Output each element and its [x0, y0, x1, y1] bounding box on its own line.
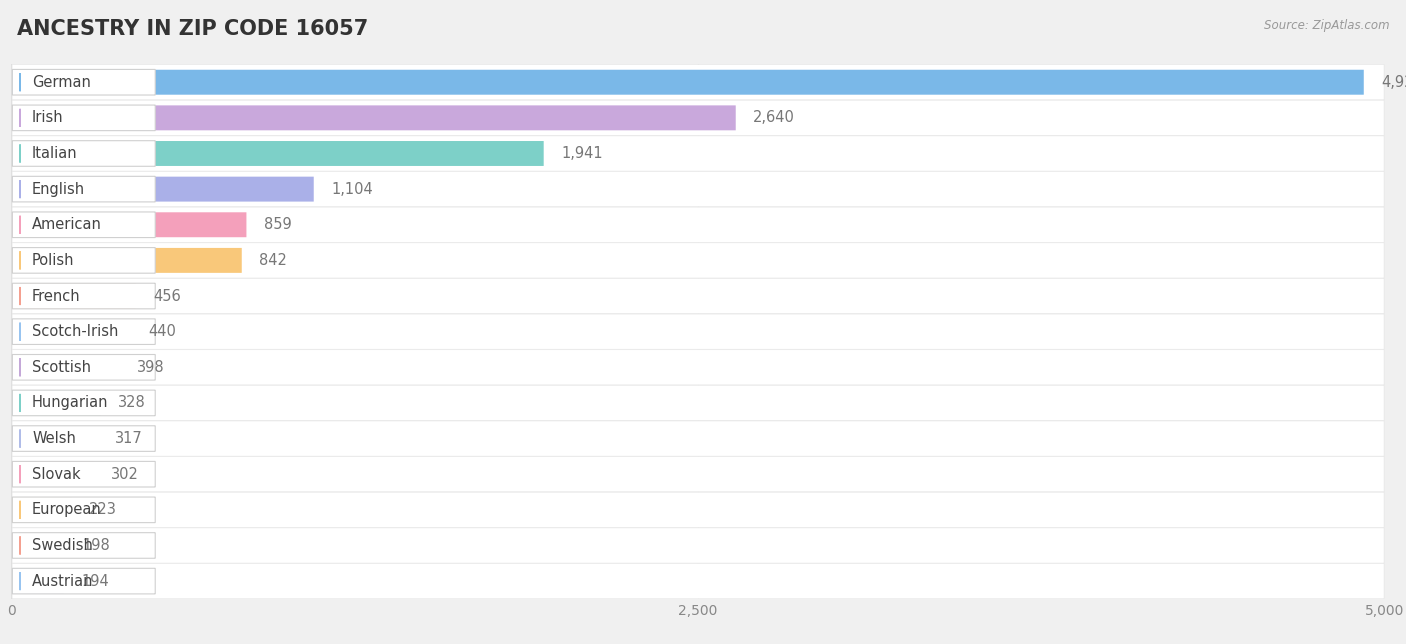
FancyBboxPatch shape — [13, 278, 1384, 314]
FancyBboxPatch shape — [13, 140, 155, 166]
FancyBboxPatch shape — [13, 70, 155, 95]
FancyBboxPatch shape — [13, 176, 314, 202]
FancyBboxPatch shape — [13, 385, 1384, 421]
FancyBboxPatch shape — [13, 319, 155, 345]
Text: 302: 302 — [111, 467, 139, 482]
Text: Irish: Irish — [32, 110, 63, 126]
Text: 398: 398 — [136, 360, 165, 375]
Text: 440: 440 — [149, 324, 177, 339]
FancyBboxPatch shape — [13, 354, 155, 380]
Text: European: European — [32, 502, 101, 517]
Text: 317: 317 — [115, 431, 142, 446]
FancyBboxPatch shape — [13, 457, 1384, 492]
Text: 842: 842 — [259, 253, 287, 268]
FancyBboxPatch shape — [13, 492, 1384, 527]
Text: English: English — [32, 182, 86, 196]
Text: Scottish: Scottish — [32, 360, 91, 375]
FancyBboxPatch shape — [13, 390, 155, 416]
FancyBboxPatch shape — [13, 390, 101, 415]
FancyBboxPatch shape — [13, 64, 1384, 100]
Text: Italian: Italian — [32, 146, 77, 161]
FancyBboxPatch shape — [13, 247, 155, 273]
FancyBboxPatch shape — [13, 70, 1364, 95]
FancyBboxPatch shape — [13, 212, 155, 238]
FancyBboxPatch shape — [13, 106, 735, 130]
FancyBboxPatch shape — [13, 497, 155, 523]
Text: 1,104: 1,104 — [330, 182, 373, 196]
Text: 859: 859 — [264, 217, 291, 232]
FancyBboxPatch shape — [13, 564, 1384, 599]
FancyBboxPatch shape — [13, 497, 72, 522]
FancyBboxPatch shape — [13, 105, 155, 131]
FancyBboxPatch shape — [13, 100, 1384, 135]
FancyBboxPatch shape — [13, 136, 1384, 171]
FancyBboxPatch shape — [13, 426, 97, 451]
FancyBboxPatch shape — [13, 528, 1384, 563]
FancyBboxPatch shape — [13, 461, 155, 487]
FancyBboxPatch shape — [13, 243, 1384, 278]
Text: American: American — [32, 217, 101, 232]
Text: Scotch-Irish: Scotch-Irish — [32, 324, 118, 339]
FancyBboxPatch shape — [13, 355, 120, 380]
FancyBboxPatch shape — [13, 171, 1384, 207]
FancyBboxPatch shape — [13, 207, 1384, 242]
Text: 456: 456 — [153, 289, 181, 303]
FancyBboxPatch shape — [13, 319, 131, 344]
FancyBboxPatch shape — [13, 283, 136, 308]
Text: Polish: Polish — [32, 253, 75, 268]
FancyBboxPatch shape — [13, 283, 155, 309]
FancyBboxPatch shape — [13, 421, 1384, 456]
FancyBboxPatch shape — [13, 314, 1384, 349]
Text: French: French — [32, 289, 80, 303]
Text: ANCESTRY IN ZIP CODE 16057: ANCESTRY IN ZIP CODE 16057 — [17, 19, 368, 39]
FancyBboxPatch shape — [13, 350, 1384, 385]
Text: 328: 328 — [118, 395, 146, 410]
FancyBboxPatch shape — [13, 248, 242, 273]
FancyBboxPatch shape — [13, 568, 155, 594]
FancyBboxPatch shape — [13, 141, 544, 166]
Text: 1,941: 1,941 — [561, 146, 603, 161]
Text: Slovak: Slovak — [32, 467, 80, 482]
Text: Swedish: Swedish — [32, 538, 93, 553]
FancyBboxPatch shape — [13, 533, 65, 558]
FancyBboxPatch shape — [13, 569, 63, 594]
Text: 4,926: 4,926 — [1381, 75, 1406, 90]
Text: Source: ZipAtlas.com: Source: ZipAtlas.com — [1264, 19, 1389, 32]
FancyBboxPatch shape — [13, 426, 155, 451]
Text: Austrian: Austrian — [32, 574, 94, 589]
FancyBboxPatch shape — [13, 533, 155, 558]
FancyBboxPatch shape — [13, 462, 93, 487]
Text: 2,640: 2,640 — [754, 110, 794, 126]
Text: 194: 194 — [82, 574, 108, 589]
Text: German: German — [32, 75, 91, 90]
Text: Hungarian: Hungarian — [32, 395, 108, 410]
FancyBboxPatch shape — [13, 176, 155, 202]
FancyBboxPatch shape — [13, 213, 246, 237]
Text: 223: 223 — [89, 502, 117, 517]
Text: Welsh: Welsh — [32, 431, 76, 446]
Text: 198: 198 — [82, 538, 110, 553]
